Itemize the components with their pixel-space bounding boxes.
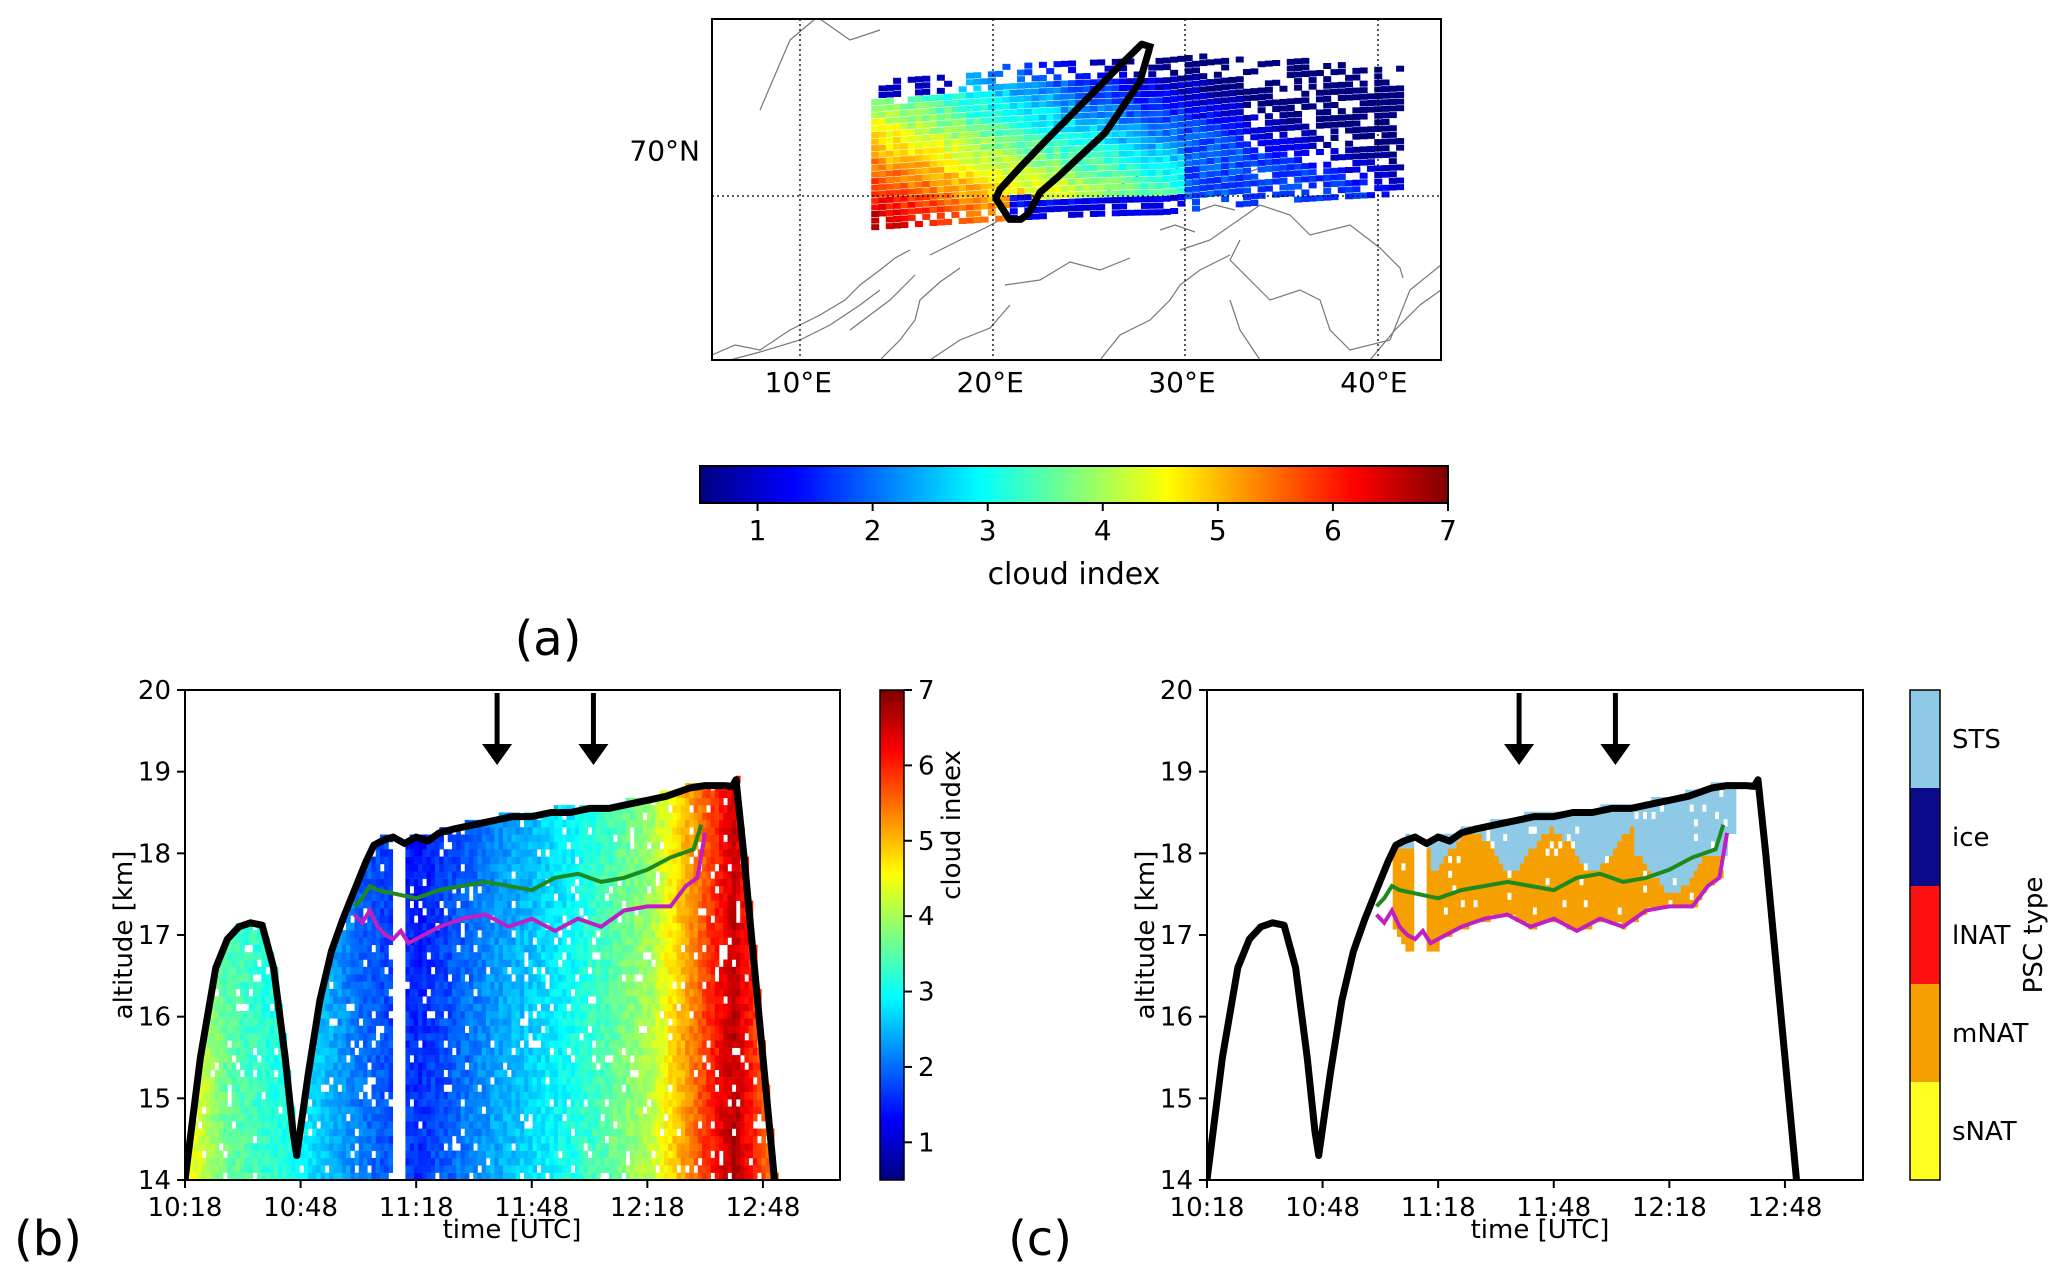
y-tick-label: 15 — [1160, 1084, 1193, 1114]
cloud-index-swath — [871, 53, 1405, 231]
colorbar-a-gradient — [699, 465, 1449, 504]
lon-tick-label: 40°E — [1340, 366, 1407, 399]
x-tick-label: 11:48 — [1516, 1193, 1591, 1223]
colorbar-b-tick: 3 — [918, 978, 935, 1008]
map-frame — [711, 18, 1442, 361]
panel-b-xlabel: time [UTC] — [443, 1215, 582, 1245]
colorbar-b-tick: 6 — [918, 751, 935, 781]
x-tick-label: 10:18 — [1170, 1193, 1245, 1223]
colorbar-a-label: cloud index — [988, 557, 1161, 592]
event-arrows — [482, 693, 609, 765]
colorbar-a: 1 2 3 4 5 6 7 cloud index — [699, 465, 1457, 592]
panel-c-ylabel: altitude [km] — [1131, 851, 1161, 1020]
colorbar-b — [879, 689, 905, 1181]
psc-label: mNAT — [1952, 1019, 2029, 1049]
y-tick-label: 15 — [138, 1084, 171, 1114]
lon-tick-label: 20°E — [957, 366, 1024, 399]
y-tick-label: 19 — [138, 758, 171, 788]
map-panel: 10°E 20°E 30°E 40°E 70°N — [629, 18, 1442, 399]
colorbar-b-tick: 2 — [918, 1053, 935, 1083]
colorbar-a-tick: 2 — [864, 514, 882, 547]
panel-b-ylabel: altitude [km] — [109, 851, 139, 1020]
x-tick-label: 10:48 — [1285, 1193, 1360, 1223]
x-tick-label: 11:18 — [1401, 1193, 1476, 1223]
x-tick-label: 12:18 — [1632, 1193, 1707, 1223]
colorbar-a-tick: 7 — [1439, 514, 1457, 547]
psc-color-ice — [1910, 788, 1940, 886]
y-tick-label: 18 — [1160, 839, 1193, 869]
colorbar-c-label: PSC type — [2019, 877, 2049, 994]
panel-b: 10:18 10:48 11:18 11:48 12:18 12:481415161718… — [109, 676, 967, 1245]
psc-label: sNAT — [1952, 1117, 2017, 1147]
arrow-head — [578, 744, 609, 765]
colorbar-c: STS ice lNAT mNAT sNAT — [1909, 689, 2029, 1181]
flight-altitude-line — [1207, 776, 1800, 1180]
colorbar-b-tick: 4 — [918, 902, 935, 932]
y-tick-label: 20 — [138, 676, 171, 706]
lat-tick-label: 70°N — [629, 135, 700, 168]
cloud-index-curtain — [189, 775, 779, 1180]
psc-label: lNAT — [1952, 921, 2010, 951]
magenta-line — [1375, 832, 1730, 946]
colorbar-a-ticks: 1 2 3 4 5 6 7 — [749, 503, 1457, 547]
y-tick-label: 19 — [1160, 758, 1193, 788]
psc-type-curtain — [1392, 782, 1737, 952]
y-tick-label: 20 — [1160, 676, 1193, 706]
flight-altitude-line — [185, 776, 778, 1180]
map-tick-labels: 10°E 20°E 30°E 40°E 70°N — [629, 135, 1407, 399]
panel-label-c: (c) — [1008, 1211, 1072, 1267]
arrow-head — [1600, 744, 1631, 765]
y-tick-label: 16 — [138, 1003, 171, 1033]
psc-label: ice — [1952, 823, 1990, 853]
panel-label-a: (a) — [515, 611, 582, 667]
x-tick-label: 11:48 — [494, 1193, 569, 1223]
psc-color-mNAT — [1910, 984, 1940, 1082]
y-tick-label: 14 — [1160, 1166, 1193, 1196]
x-tick-label: 10:48 — [263, 1193, 338, 1223]
x-tick-label: 12:48 — [1747, 1193, 1822, 1223]
colorbar-b-tick: 7 — [918, 676, 935, 706]
lon-tick-label: 10°E — [765, 366, 832, 399]
map-gridlines — [712, 19, 1441, 360]
x-tick-label: 10:18 — [148, 1193, 223, 1223]
colorbar-b-label: cloud index — [937, 750, 967, 900]
magenta-line — [353, 832, 708, 946]
colorbar-a-tick: 5 — [1209, 514, 1227, 547]
flight-track — [992, 40, 1155, 223]
panel-c: 10:18 10:48 11:18 11:48 12:18 12:48 14 15 16 17 18… — [1131, 676, 2049, 1245]
y-tick-label: 16 — [1160, 1003, 1193, 1033]
colorbar-b-ticks: 1 2 3 4 5 6 7 — [904, 676, 935, 1158]
colorbar-b-tick: 5 — [918, 827, 935, 857]
psc-color-STS — [1910, 690, 1940, 788]
green-line — [1375, 824, 1726, 908]
x-tick-label: 12:48 — [725, 1193, 800, 1223]
colorbar-b-tick: 1 — [918, 1128, 935, 1158]
psc-color-sNAT — [1910, 1082, 1940, 1180]
panel-c-xlabel: time [UTC] — [1471, 1215, 1610, 1245]
psc-color-lNAT — [1910, 886, 1940, 984]
lon-tick-label: 30°E — [1148, 366, 1215, 399]
panel-label-b: (b) — [14, 1211, 82, 1267]
y-tick-label: 18 — [138, 839, 171, 869]
x-tick-label: 11:18 — [379, 1193, 454, 1223]
colorbar-a-tick: 4 — [1094, 514, 1112, 547]
y-tick-label: 17 — [1160, 921, 1193, 951]
coastlines — [712, 19, 1441, 360]
panel-c-axes: 10:18 10:48 11:18 11:48 12:18 12:48 14 15 16 17 18… — [1160, 676, 1823, 1223]
green-line — [353, 824, 704, 908]
colorbar-a-tick: 1 — [749, 514, 767, 547]
colorbar-a-tick: 6 — [1324, 514, 1342, 547]
arrow-head — [482, 744, 513, 765]
arrow-head — [1504, 744, 1535, 765]
x-tick-label: 12:18 — [610, 1193, 685, 1223]
panel-b-axes: 10:18 10:48 11:18 11:48 12:18 12:48 14 15 16 17 18… — [138, 676, 801, 1223]
colorbar-a-tick: 3 — [979, 514, 997, 547]
y-tick-label: 17 — [138, 921, 171, 951]
event-arrows — [1504, 693, 1631, 765]
psc-label: STS — [1952, 725, 2001, 755]
y-tick-label: 14 — [138, 1166, 171, 1196]
